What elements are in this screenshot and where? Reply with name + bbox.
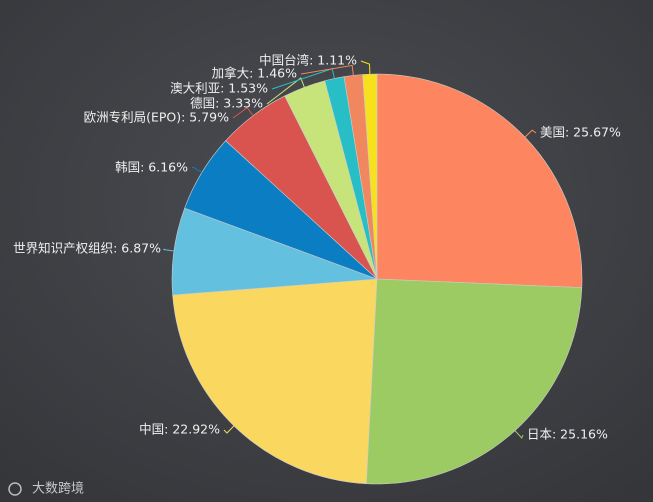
pie-slice [376, 73, 583, 288]
leader-line [162, 248, 174, 252]
data-label: 中国台湾: 1.11% [259, 53, 357, 68]
leader-line [191, 166, 203, 173]
leader-line [232, 106, 254, 119]
data-label: 日本: 25.16% [527, 427, 608, 442]
data-label: 美国: 25.67% [540, 125, 621, 140]
data-label: 加拿大: 1.46% [212, 66, 298, 81]
leader-line [360, 60, 371, 75]
leader-line [223, 425, 235, 434]
leader-line [266, 77, 305, 105]
pie-slice [365, 278, 583, 485]
watermark-icon [8, 482, 22, 496]
leader-line [524, 129, 537, 138]
data-label: 德国: 3.33% [190, 96, 263, 111]
data-label: 世界知识产权组织: 6.87% [13, 241, 161, 256]
pie-slice [362, 73, 378, 280]
watermark: 大数跨境 [32, 482, 84, 497]
leader-line [300, 64, 354, 76]
leader-line [514, 430, 524, 439]
data-label: 中国: 22.92% [139, 422, 220, 437]
pie-slice [172, 278, 378, 485]
data-label: 欧洲专利局(EPO): 5.79% [84, 110, 230, 125]
data-label: 澳大利亚: 1.53% [170, 81, 268, 96]
data-label: 韩国: 6.16% [115, 160, 188, 175]
